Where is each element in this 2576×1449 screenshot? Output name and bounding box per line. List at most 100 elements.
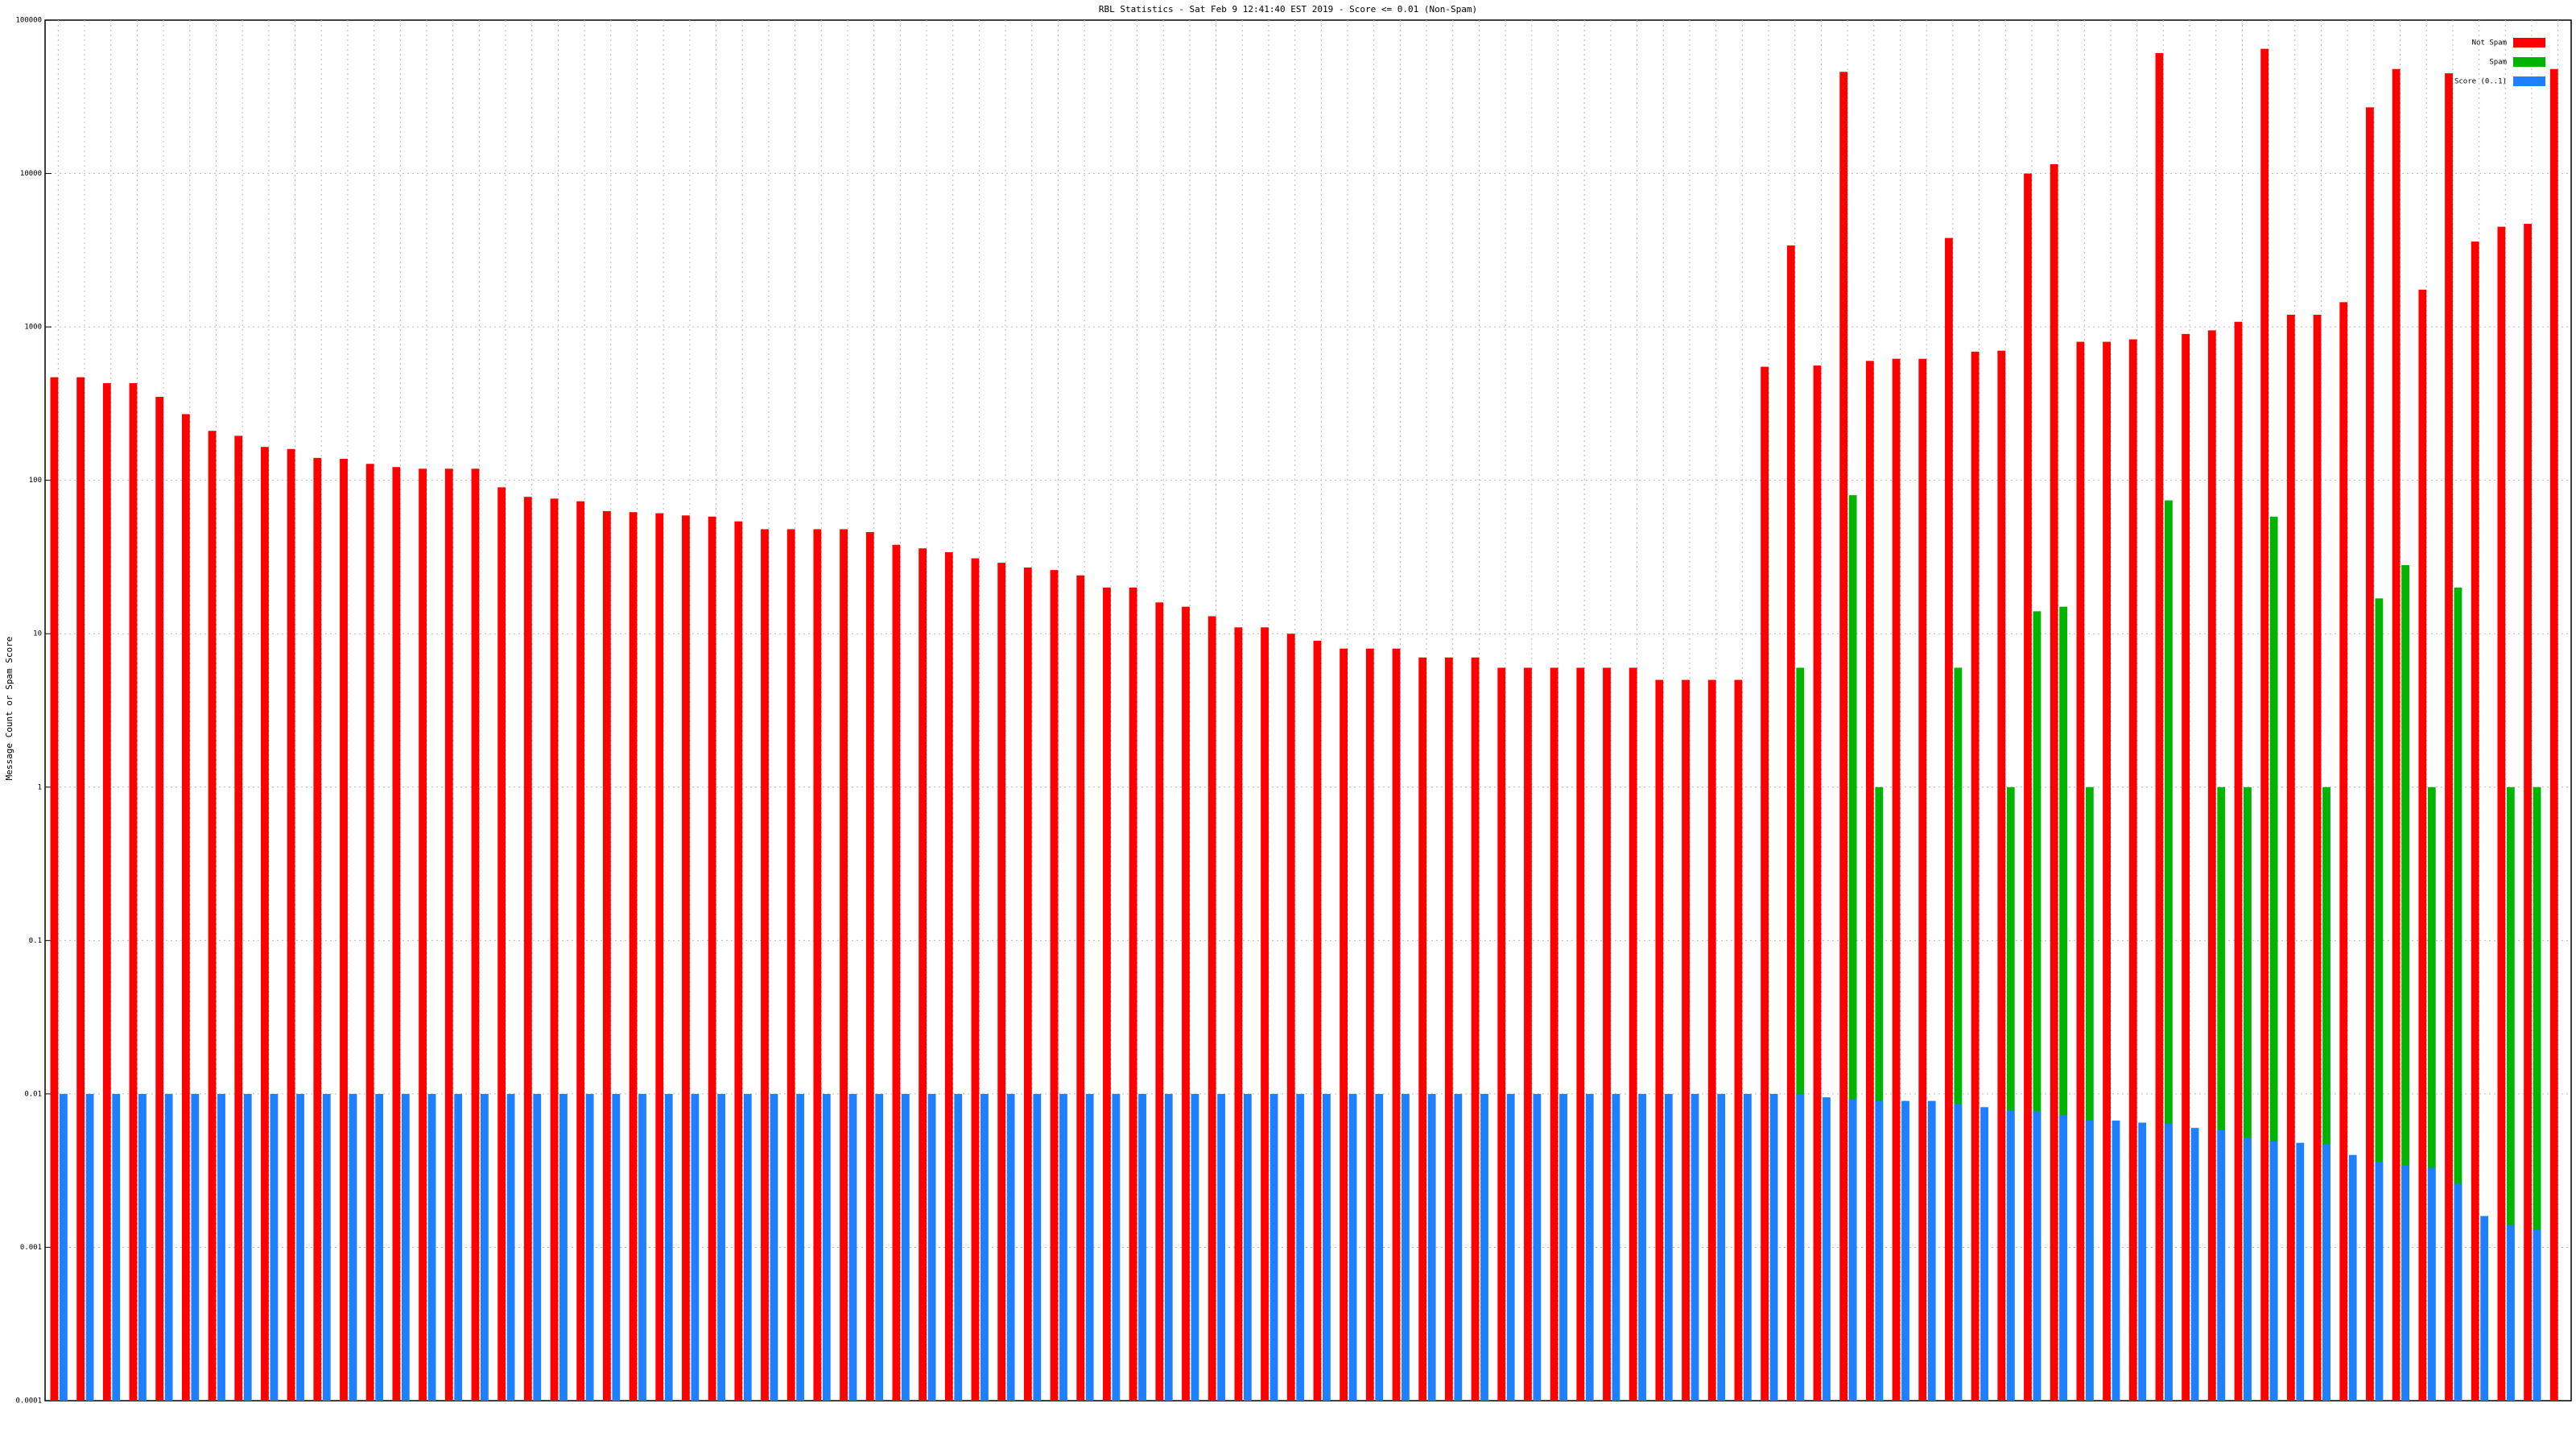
bar [2506,1224,2515,1401]
bar [1050,570,1059,1401]
bar [2366,107,2374,1401]
bar [602,510,611,1401]
bar [1559,1093,1567,1401]
bar [454,1093,463,1401]
bar [1392,648,1401,1401]
bar [848,1093,857,1401]
bar [1033,1093,1042,1401]
bar [2244,786,2252,1401]
bar [243,1093,252,1401]
bar [1076,575,1085,1401]
bar [770,1093,778,1401]
bar [612,1093,621,1401]
bar [1164,1093,1173,1401]
bar [1480,1093,1488,1401]
bar [1576,667,1585,1401]
bar [1524,667,1532,1401]
bar [50,377,59,1401]
bar [1918,358,1927,1402]
bar [340,459,348,1401]
bar [734,521,743,1401]
bar [1971,351,1979,1401]
bar [1786,245,1795,1401]
bar [2497,226,2506,1402]
bar [287,448,295,1401]
bar [76,377,85,1401]
plot-frame [44,19,2572,1402]
bar [1112,1093,1121,1401]
bar [1875,1100,1884,1401]
bar [2533,786,2541,1401]
bar [901,1093,910,1401]
bar [1059,1093,1067,1401]
bar [1954,667,1963,1401]
bar [2244,1137,2252,1401]
bar [2033,611,2041,1401]
bar [1138,1093,1146,1401]
bar [1761,366,1769,1402]
bar [875,1093,884,1401]
bar [2269,1141,2278,1401]
bar [919,548,927,1401]
bar [1471,657,1480,1401]
bar [2260,48,2269,1402]
bar [2164,500,2173,1402]
bar [1707,679,1716,1401]
bar [1954,1104,1963,1401]
bar [1006,1093,1015,1401]
legend-swatch [2513,38,2545,47]
bar [2033,1111,2041,1401]
bar [2454,1183,2462,1401]
bar [865,531,874,1401]
chart-title: RBL Statistics - Sat Feb 9 12:41:40 EST … [1099,4,1477,14]
bar [85,1093,94,1401]
bar [2524,224,2532,1402]
bar [1129,587,1137,1401]
bar [1997,350,2006,1401]
bar [691,1093,700,1401]
y-tick-label: 0.0001 [15,1397,42,1406]
bar [2427,1167,2436,1401]
bar [1191,1093,1199,1401]
bar [2217,1129,2226,1401]
bar [2059,1114,2068,1401]
bar [1182,606,1190,1401]
bar [1927,1100,1936,1401]
bar [208,431,217,1401]
bar [1743,1093,1752,1401]
bar [2322,1144,2330,1401]
bar [1796,1093,1805,1401]
bar [375,1093,384,1401]
bar [1243,1093,1252,1401]
bar [576,501,585,1402]
bar [427,1093,436,1401]
bar [349,1093,357,1401]
bar [2059,606,2068,1401]
bar [444,469,453,1401]
bar [2445,73,2453,1402]
bar [786,529,795,1401]
bar [629,512,638,1402]
bar [1322,1093,1331,1401]
y-tick-label: 10 [33,630,42,638]
bar [2085,1121,2094,1401]
bar [954,1093,963,1401]
y-tick-label: 1000 [24,324,42,332]
bar [1497,667,1506,1401]
y-tick-label: 100 [29,477,42,485]
bar [1313,640,1322,1401]
bar [2234,321,2243,1401]
bar [1550,667,1558,1401]
bar [392,467,401,1401]
bar [2006,1110,2015,1401]
bar [2024,173,2032,1402]
bar [840,529,848,1401]
legend-label: Not Spam [2472,39,2507,47]
bar [1865,361,1874,1401]
bar [796,1093,805,1401]
bar [761,529,769,1401]
legend-swatch [2513,76,2545,86]
bar [2182,333,2190,1401]
bar [401,1093,410,1401]
